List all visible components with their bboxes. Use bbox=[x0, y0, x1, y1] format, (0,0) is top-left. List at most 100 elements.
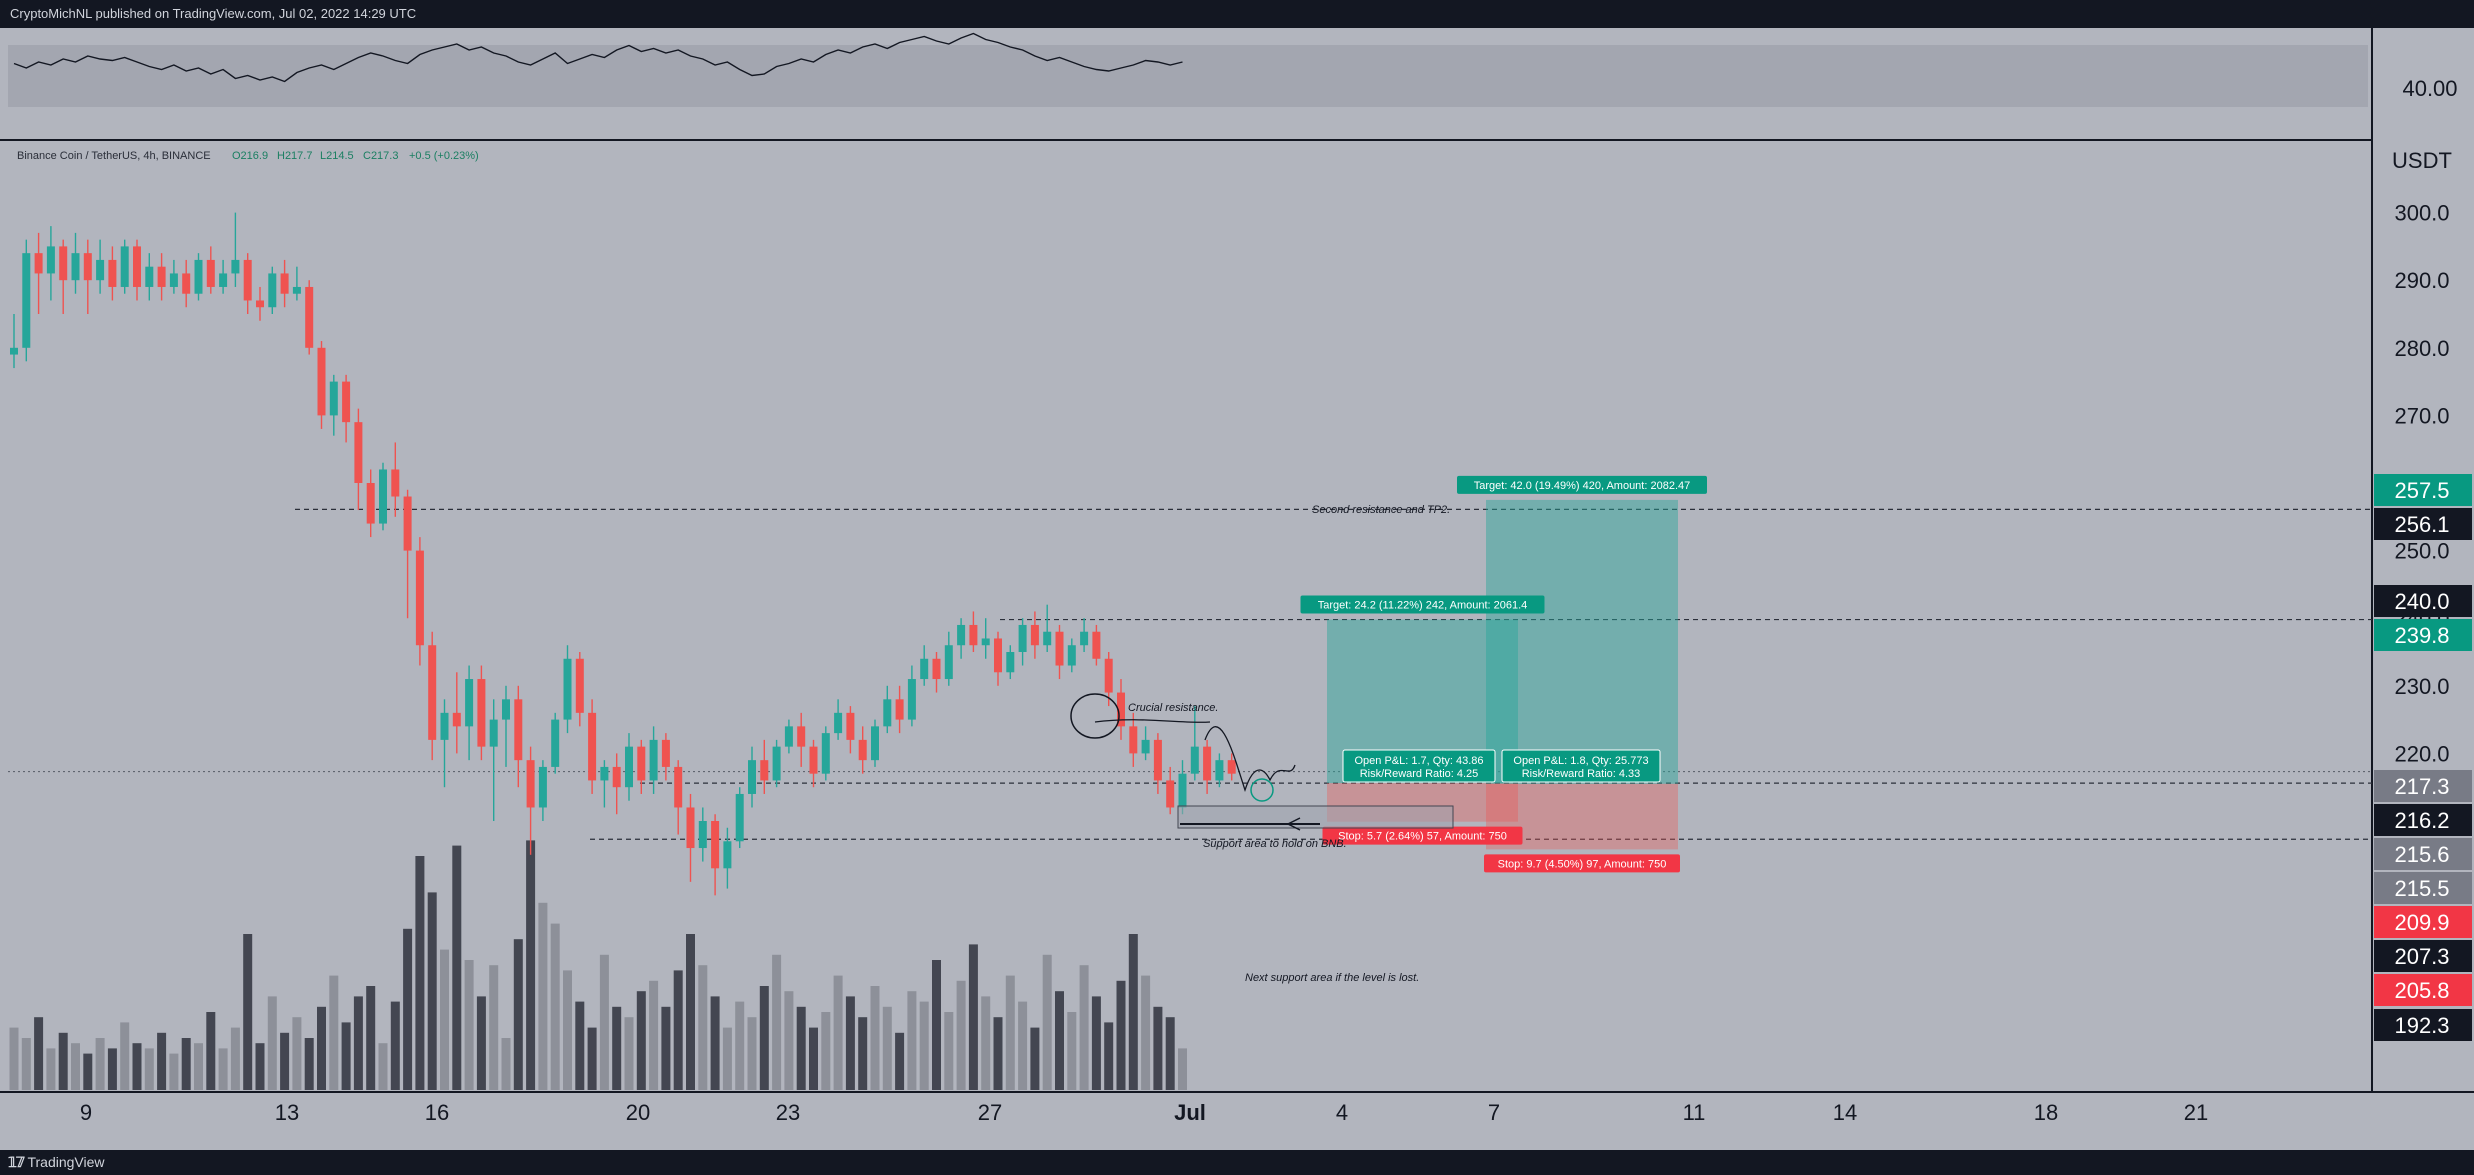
volume-bar bbox=[624, 1017, 634, 1090]
support-zone-box bbox=[1177, 805, 1454, 829]
volume-bar bbox=[759, 986, 769, 1090]
volume-bar bbox=[1005, 975, 1015, 1090]
candle-body bbox=[71, 253, 80, 281]
candle-body bbox=[735, 793, 744, 842]
stop-label: Stop: 9.7 (4.50%) 97, Amount: 750 bbox=[1498, 858, 1667, 870]
volume-bar bbox=[476, 996, 486, 1090]
volume-bar bbox=[833, 975, 843, 1090]
volume-bar bbox=[378, 1043, 388, 1090]
candle-body bbox=[797, 726, 806, 747]
tradingview-logo-icon: 𝟙𝟟 bbox=[8, 1154, 25, 1170]
candle-body bbox=[206, 259, 215, 287]
x-tick-label: Jul bbox=[1174, 1100, 1206, 1125]
volume-bar bbox=[1055, 991, 1064, 1090]
candle-body bbox=[1030, 624, 1039, 646]
footer-brand: TradingView bbox=[27, 1154, 105, 1170]
x-tick-label: 23 bbox=[776, 1100, 800, 1125]
volume-bar bbox=[845, 996, 855, 1090]
candle-body bbox=[538, 766, 547, 808]
candle-body bbox=[551, 719, 560, 767]
position-tools[interactable]: Target: 24.2 (11.22%) 242, Amount: 2061.… bbox=[1300, 475, 1708, 873]
price-marker-box bbox=[2374, 770, 2472, 802]
volume-bar bbox=[83, 1053, 93, 1090]
volume-bar bbox=[526, 840, 536, 1090]
price-marker-label: 209.9 bbox=[2394, 910, 2449, 935]
candle-body bbox=[280, 273, 289, 294]
candle-body bbox=[612, 766, 621, 788]
ohlc-close: C217.3 bbox=[363, 150, 398, 162]
candle-body bbox=[268, 273, 277, 308]
volume-bar bbox=[21, 1038, 31, 1090]
volume-bar bbox=[489, 965, 499, 1090]
candle-body bbox=[1006, 652, 1015, 673]
candle-body bbox=[588, 712, 597, 781]
candle-body bbox=[317, 347, 326, 416]
volume-bar bbox=[784, 991, 794, 1090]
candle-body bbox=[169, 273, 178, 287]
candle-body bbox=[846, 712, 855, 740]
candle-body bbox=[120, 246, 129, 287]
volume-bar bbox=[390, 1001, 400, 1090]
volume-bar bbox=[132, 1043, 142, 1090]
y-tick-label: 280.0 bbox=[2394, 336, 2449, 361]
volume-bar bbox=[821, 1012, 831, 1090]
y-tick-label: 290.0 bbox=[2394, 268, 2449, 293]
price-chart[interactable]: Target: 24.2 (11.22%) 242, Amount: 2061.… bbox=[0, 28, 2474, 1150]
price-marker-label: 257.5 bbox=[2394, 478, 2449, 503]
y-tick-label: 220.0 bbox=[2394, 741, 2449, 766]
candle-body bbox=[575, 658, 584, 713]
ohlc-change: +0.5 (+0.23%) bbox=[409, 150, 479, 162]
volume-bar bbox=[71, 1043, 80, 1090]
candle-body bbox=[1153, 739, 1162, 781]
volume-bar bbox=[735, 1001, 745, 1090]
candle-body bbox=[465, 679, 474, 727]
candle-body bbox=[1166, 780, 1175, 808]
volume-bar bbox=[1141, 975, 1151, 1090]
target-label-box bbox=[1300, 595, 1545, 614]
candle-body bbox=[22, 253, 31, 348]
volume-bar bbox=[464, 960, 474, 1090]
candle-body bbox=[748, 760, 756, 794]
y-tick-label: 270.0 bbox=[2394, 403, 2449, 428]
price-marker-box bbox=[2374, 940, 2472, 972]
volume-bar bbox=[882, 1006, 892, 1090]
candle-body bbox=[46, 246, 55, 274]
volume-bar bbox=[993, 1017, 1003, 1090]
x-axis-ticks: 9 13 16 20 23 27 Jul 4 7 11 14 18 21 bbox=[80, 1100, 2208, 1125]
volume-bar bbox=[1178, 1048, 1187, 1090]
candle-body bbox=[637, 746, 646, 781]
arrow-left-icon bbox=[1286, 817, 1301, 831]
price-marker-label: 216.2 bbox=[2394, 808, 2449, 833]
volume-bar bbox=[317, 1006, 326, 1090]
chart-area[interactable]: Target: 24.2 (11.22%) 242, Amount: 2061.… bbox=[0, 28, 2474, 1150]
candle-body bbox=[305, 286, 314, 348]
volume-bar bbox=[292, 1017, 302, 1090]
candle-body bbox=[526, 760, 535, 808]
volume-bars bbox=[9, 840, 1187, 1090]
candle-body bbox=[489, 719, 498, 747]
annotation-text: Support area to hold on BNB. bbox=[1203, 838, 1347, 850]
volume-bar bbox=[341, 1022, 351, 1090]
volume-bar bbox=[968, 944, 978, 1090]
candle-body bbox=[354, 422, 363, 483]
volume-bar bbox=[1165, 1017, 1175, 1090]
candle-body bbox=[1178, 773, 1187, 808]
volume-bar bbox=[427, 892, 437, 1090]
candle-body bbox=[661, 739, 670, 767]
candle-body bbox=[366, 483, 375, 524]
volume-bar bbox=[46, 1048, 56, 1090]
price-marker-label: 205.8 bbox=[2394, 978, 2449, 1003]
volume-bar bbox=[415, 856, 425, 1090]
volume-bar bbox=[9, 1027, 19, 1090]
x-tick-label: 21 bbox=[2184, 1100, 2208, 1125]
volume-bar bbox=[267, 996, 277, 1090]
price-marker-box bbox=[2374, 474, 2472, 506]
candle-body bbox=[563, 658, 572, 720]
volume-bar bbox=[1030, 1027, 1040, 1090]
price-marker-box bbox=[2374, 838, 2472, 870]
currency-label: USDT bbox=[2392, 148, 2452, 173]
target-label: Target: 42.0 (19.49%) 420, Amount: 2082.… bbox=[1474, 480, 1690, 492]
x-tick-label: 4 bbox=[1336, 1100, 1348, 1125]
candle-body bbox=[1018, 624, 1027, 652]
volume-bar bbox=[1079, 965, 1089, 1090]
